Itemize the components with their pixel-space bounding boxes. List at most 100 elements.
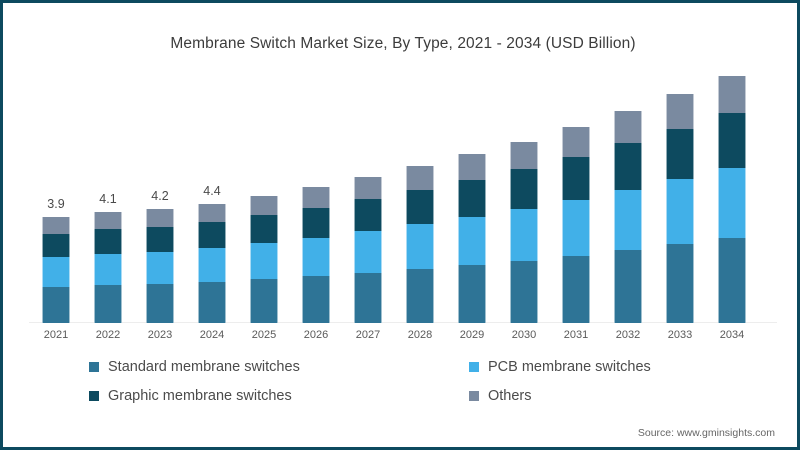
bar-segment[interactable] — [146, 284, 174, 323]
stacked-bar[interactable] — [94, 211, 122, 323]
bar-segment[interactable] — [354, 231, 382, 273]
plot-area: 3.9 4.1 4.2 4.4 — [29, 63, 777, 323]
bar-value-label: 3.9 — [47, 197, 65, 212]
bar-segment[interactable] — [666, 179, 694, 245]
legend-swatch-icon — [89, 362, 99, 372]
bar-segment[interactable] — [42, 233, 70, 258]
bar-segment[interactable] — [250, 243, 278, 280]
stacked-bar[interactable] — [562, 127, 590, 323]
bar-segment[interactable] — [666, 244, 694, 323]
bar-segment[interactable] — [94, 229, 122, 254]
stacked-bar[interactable] — [614, 111, 642, 323]
x-axis-tick-labels: 2021 2022 2023 2024 2025 2026 2027 2028 2029 2030… — [29, 325, 777, 345]
bar-segment[interactable] — [250, 195, 278, 216]
bar-segment[interactable] — [42, 286, 70, 323]
bar-segment[interactable] — [198, 248, 226, 283]
stacked-bar[interactable] — [406, 165, 434, 323]
bar-segment[interactable] — [94, 211, 122, 230]
bar-segment[interactable] — [562, 127, 590, 157]
legend-label: PCB membrane switches — [488, 359, 651, 375]
x-axis-tick: 2028 — [407, 329, 433, 341]
bar-segment[interactable] — [562, 157, 590, 201]
bar-segment[interactable] — [198, 203, 226, 222]
bar-segment[interactable] — [666, 128, 694, 180]
bar-segment[interactable] — [250, 215, 278, 244]
bar-segment[interactable] — [510, 169, 538, 210]
x-axis-tick: 2034 — [719, 329, 745, 341]
bar-segment[interactable] — [614, 250, 642, 323]
bar-segment[interactable] — [510, 141, 538, 170]
bar-segment[interactable] — [614, 143, 642, 191]
legend-row: Graphic membrane switches Others — [89, 388, 709, 404]
legend-item-standard-membrane-switches[interactable]: Standard membrane switches — [89, 359, 469, 375]
stacked-bar[interactable] — [146, 209, 174, 323]
x-axis-tick: 2021 — [43, 329, 69, 341]
bar-segment[interactable] — [406, 165, 434, 190]
bar-segment[interactable] — [510, 260, 538, 323]
bar-segment[interactable] — [146, 209, 174, 227]
stacked-bar[interactable] — [510, 141, 538, 323]
stacked-bar[interactable] — [302, 187, 330, 323]
bar-segment[interactable] — [302, 187, 330, 208]
bar-segment[interactable] — [354, 199, 382, 232]
x-axis-tick: 2029 — [459, 329, 485, 341]
bar-segment[interactable] — [146, 251, 174, 284]
x-axis-tick: 2026 — [303, 329, 329, 341]
x-axis-tick: 2033 — [667, 329, 693, 341]
legend-item-others[interactable]: Others — [469, 388, 532, 404]
bar-segment[interactable] — [250, 279, 278, 323]
bar-segment[interactable] — [458, 180, 486, 218]
bar-value-label: 4.4 — [203, 183, 221, 198]
stacked-bar[interactable] — [42, 217, 70, 323]
stacked-bar[interactable] — [666, 93, 694, 323]
bar-segment[interactable] — [406, 269, 434, 323]
bar-segment[interactable] — [458, 217, 486, 266]
stacked-bar[interactable] — [354, 177, 382, 323]
bar-segment[interactable] — [94, 253, 122, 286]
x-axis-tick: 2031 — [563, 329, 589, 341]
legend-label: Graphic membrane switches — [108, 388, 292, 404]
bar-segment[interactable] — [614, 111, 642, 144]
bar-segment[interactable] — [406, 224, 434, 270]
legend-item-graphic-membrane-switches[interactable]: Graphic membrane switches — [89, 388, 469, 404]
stacked-bar[interactable] — [718, 75, 746, 323]
x-axis-tick: 2025 — [251, 329, 277, 341]
legend-item-pcb-membrane-switches[interactable]: PCB membrane switches — [469, 359, 651, 375]
bar-value-label: 4.1 — [99, 191, 117, 206]
bar-segment[interactable] — [562, 200, 590, 256]
legend-swatch-icon — [89, 391, 99, 401]
bar-segment[interactable] — [666, 93, 694, 129]
bar-segment[interactable] — [302, 237, 330, 277]
stacked-bar[interactable] — [198, 203, 226, 323]
bar-segment[interactable] — [42, 217, 70, 234]
bar-segment[interactable] — [354, 272, 382, 323]
bar-value-label: 4.2 — [151, 189, 169, 204]
bar-segment[interactable] — [42, 257, 70, 287]
legend-label: Standard membrane switches — [108, 359, 300, 375]
legend-row: Standard membrane switches PCB membrane … — [89, 359, 709, 375]
bar-segment[interactable] — [510, 209, 538, 261]
stacked-bar[interactable] — [458, 154, 486, 323]
x-axis-tick: 2030 — [511, 329, 537, 341]
bar-segment[interactable] — [718, 168, 746, 239]
bar-segment[interactable] — [354, 177, 382, 200]
bar-segment[interactable] — [302, 207, 330, 238]
bar-segment[interactable] — [406, 189, 434, 225]
bar-segment[interactable] — [718, 75, 746, 114]
x-axis-tick: 2032 — [615, 329, 641, 341]
bar-segment[interactable] — [458, 265, 486, 323]
bar-segment[interactable] — [458, 154, 486, 180]
bar-segment[interactable] — [718, 238, 746, 323]
bar-segment[interactable] — [614, 190, 642, 251]
chart-legend: Standard membrane switches PCB membrane … — [89, 359, 709, 417]
bar-segment[interactable] — [718, 113, 746, 169]
bar-segment[interactable] — [198, 222, 226, 249]
x-axis-tick: 2022 — [95, 329, 121, 341]
bar-segment[interactable] — [302, 276, 330, 323]
bar-segment[interactable] — [94, 285, 122, 323]
stacked-bar[interactable] — [250, 195, 278, 323]
bar-segment[interactable] — [146, 226, 174, 252]
bar-segment[interactable] — [198, 282, 226, 323]
bar-segment[interactable] — [562, 255, 590, 323]
